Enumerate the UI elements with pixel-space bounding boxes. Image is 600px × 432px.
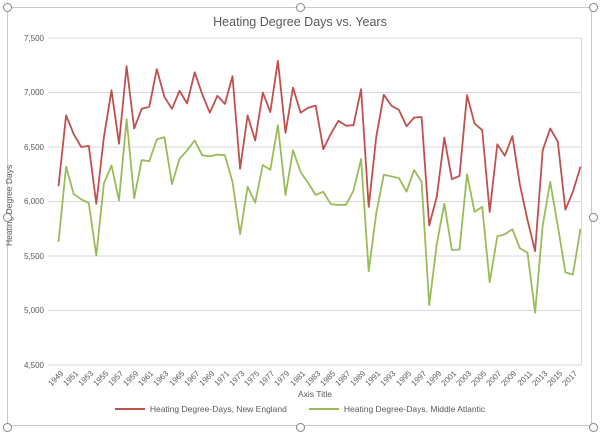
legend-label: Heating Degree-Days, New England xyxy=(149,404,287,414)
selection-handle[interactable] xyxy=(2,2,12,12)
selection-handle[interactable] xyxy=(588,212,598,222)
y-tick-label: 5,000 xyxy=(23,306,44,315)
legend-item-new-england[interactable]: Heating Degree-Days, New England xyxy=(114,404,287,414)
legend-line-swatch-red xyxy=(114,408,145,410)
y-tick-label: 7,000 xyxy=(23,88,44,97)
series-line-middle-atlantic[interactable] xyxy=(57,118,582,314)
selection-handle[interactable] xyxy=(588,2,598,12)
chart-object-frame[interactable] xyxy=(7,7,592,426)
y-tick-label: 5,500 xyxy=(23,251,44,261)
chart-legend: Heating Degree-Days, New England Heating… xyxy=(0,404,600,414)
y-tick-label: 6,500 xyxy=(23,142,44,152)
legend-item-middle-atlantic[interactable]: Heating Degree-Days, Middle Atlantic xyxy=(308,404,486,414)
chart-title: Heating Degree Days vs. Years xyxy=(213,15,387,29)
y-tick-label: 4,500 xyxy=(23,360,44,370)
legend-label: Heating Degree-Days, Middle Atlantic xyxy=(343,404,486,414)
series-line-new-england[interactable] xyxy=(57,60,582,253)
selection-handle[interactable] xyxy=(2,212,12,222)
legend-line-swatch-green xyxy=(308,408,339,410)
x-axis-title: Axis Title xyxy=(297,389,332,399)
y-tick-label: 7,500 xyxy=(23,33,44,43)
selection-handle[interactable] xyxy=(588,422,598,432)
selection-handle[interactable] xyxy=(2,422,12,432)
selection-handle[interactable] xyxy=(295,2,305,12)
selection-handle[interactable] xyxy=(295,422,305,432)
y-axis-title: Heating Degree Days xyxy=(4,164,14,246)
y-tick-label: 6,000 xyxy=(23,197,44,206)
